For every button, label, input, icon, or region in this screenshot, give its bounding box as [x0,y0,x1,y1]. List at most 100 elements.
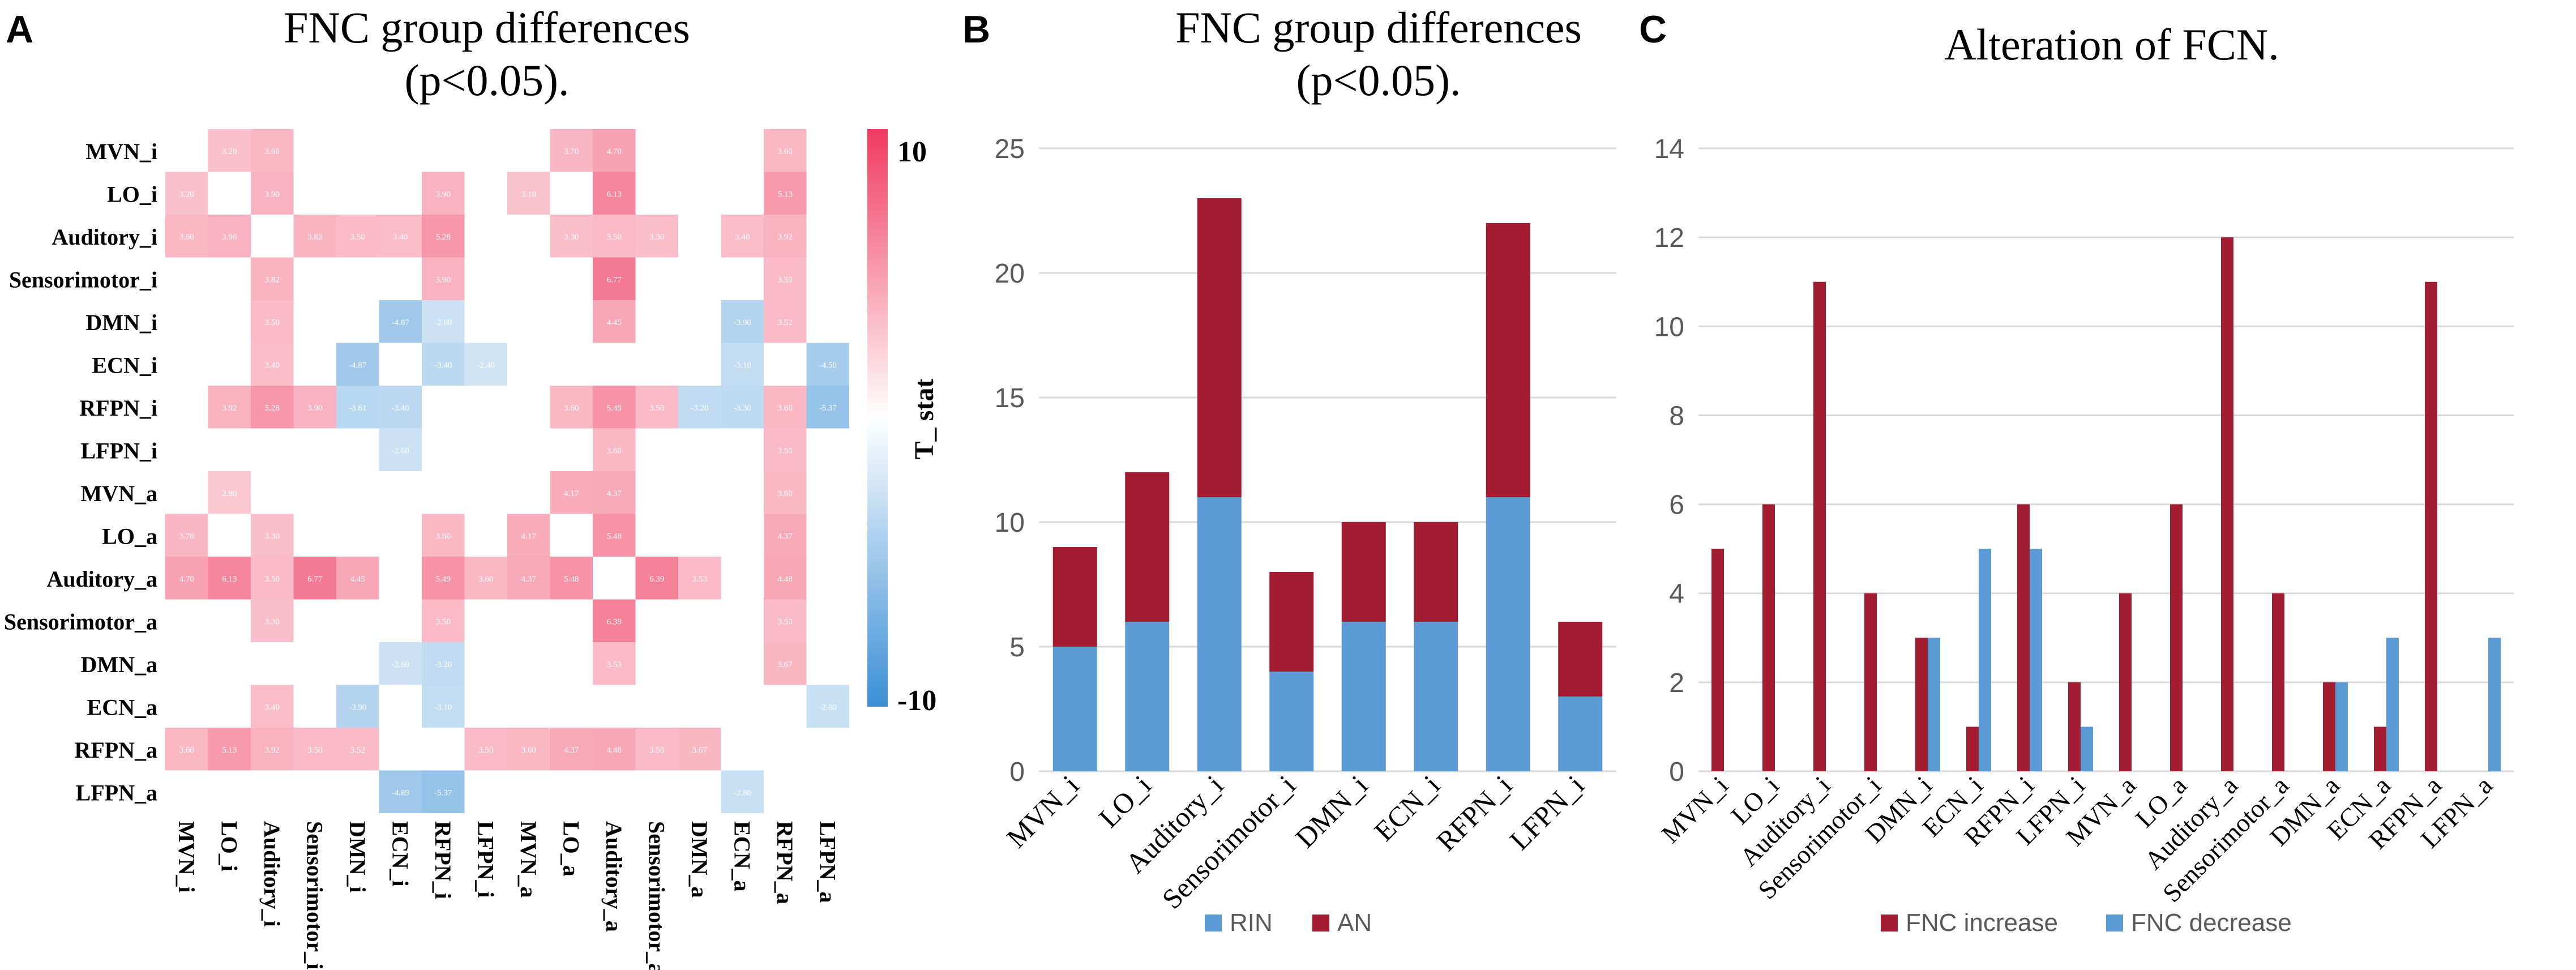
heatmap-cell-value: 3.92 [778,233,793,242]
colorbar-label: T_ stat [909,379,939,460]
bar-an-Sensorimotor_i [1269,572,1314,672]
heatmap-cell-LFPN_i-ECN_i [379,428,422,471]
bar-fnc-increase-LFPN_i [2068,682,2081,771]
heatmap-cell-value: 3.50 [265,575,280,584]
heatmap-cell-RFPN_a-Sensorimotor_a [635,728,678,771]
heatmap-cell-Sensorimotor_a-RFPN_i [422,599,465,642]
heatmap-cell-value: 4.48 [607,746,622,755]
heatmap-cell-value: -2.80 [734,788,751,797]
y-tick-label: 2 [1669,668,1684,698]
panel-b-bars [1052,198,1603,771]
heatmap-cell-value: 3.82 [307,233,322,242]
heatmap-cell-value: 4.37 [607,489,622,498]
heatmap-cell-value: -3.90 [734,318,751,327]
heatmap-col-label: LFPN_i [473,821,498,898]
panel-b-y-ticks: 0 5 10 15 20 25 [995,134,1025,787]
heatmap-cell-LO_i-RFPN_i [422,172,465,215]
heatmap-cell-value: -2.60 [434,318,452,327]
heatmap-cell-value: 4.45 [607,318,622,327]
heatmap-cell-value: 3.90 [436,275,451,284]
heatmap-cell-value: 3.40 [735,233,750,242]
heatmap-cell-value: -4.89 [392,788,409,797]
legend-swatch-an [1312,915,1329,931]
panel-c-title: Alteration of FCN. [1944,20,2279,69]
heatmap-cell-value: 3.60 [778,147,793,156]
heatmap-cell-value: -2.60 [392,660,409,669]
bar-rin-RFPN_i [1486,497,1530,771]
heatmap-col-label: LFPN_a [815,821,840,903]
bar-fnc-decrease-RFPN_i [2030,549,2042,771]
heatmap-cell-DMN_i-ECN_a [721,300,764,343]
heatmap-row-label: ECN_a [87,694,157,720]
heatmap-cell-value: -3.10 [734,361,751,370]
heatmap-cell-Auditory_i-Sensorimotor_i [293,215,336,258]
heatmap-cell-DMN_a-RFPN_a [764,642,807,685]
heatmap-cell-Auditory_a-LFPN_i [464,557,507,600]
heatmap-cell-DMN_a-RFPN_i [422,642,465,685]
y-tick-label: 25 [995,134,1025,164]
heatmap-col-labels: MVN_i LO_i Auditory_i Sensorimotor_i DMN_i EC… [174,821,841,970]
heatmap-cell-value: 4.37 [521,575,537,584]
bar-fnc-increase-RFPN_i [2017,504,2030,771]
legend-label-rin: RIN [1230,909,1273,937]
heatmap-cell-value: 3.50 [778,617,793,626]
heatmap-cell-Auditory_i-ECN_a [721,215,764,258]
heatmap-cell-Auditory_a-MVN_i [165,557,208,600]
heatmap-cell-MVN_i-RFPN_a [764,129,807,172]
heatmap-cell-RFPN_i-ECN_a [721,386,764,429]
bar-an-LO_i [1125,472,1170,622]
heatmap-cell-RFPN_a-MVN_a [507,728,550,771]
colorbar [867,129,888,707]
y-tick-label: 4 [1669,579,1684,609]
heatmap-cell-RFPN_a-LO_a [550,728,593,771]
x-tick-label: MVN_i [1656,771,1734,848]
heatmap-cell-value: 3.50 [778,446,793,455]
heatmap-cell-value: -4.87 [349,361,367,370]
heatmap-cell-value: 6.13 [607,190,622,199]
heatmap-cell-ECN_i-RFPN_i [422,343,465,386]
panel-b-letter: B [962,8,990,51]
panel-c-legend: FNC increase FNC decrease [1881,909,2292,937]
heatmap-col-label: RFPN_a [772,821,798,904]
bar-fnc-increase-Auditory_i [1813,281,1826,771]
heatmap-cell-RFPN_a-LO_i [208,728,251,771]
heatmap-cell-value: 3.90 [307,404,322,413]
heatmap-cell-value: 2.80 [222,489,237,498]
heatmap-cell-Sensorimotor_i-Auditory_i [251,257,294,300]
heatmap-cell-ECN_i-LFPN_a [806,343,849,386]
heatmap-col-label: ECN_a [729,821,755,891]
bar-fnc-increase-MVN_a [2119,593,2132,771]
heatmap-cell-MVN_i-LO_a [550,129,593,172]
bar-an-RFPN_i [1486,223,1530,497]
heatmap-cell-value: 3.30 [649,233,664,242]
heatmap-cell-value: 3.50 [265,318,280,327]
heatmap-cell-DMN_i-RFPN_a [764,300,807,343]
y-tick-label: 0 [1669,757,1684,787]
heatmap-cell-value: 3.67 [778,660,793,669]
heatmap-cell-value: 4.45 [350,575,365,584]
heatmap-cell-value: 3.50 [778,275,793,284]
colorbar-tick-max: 10 [897,136,927,168]
panel-c-bars [1711,237,2501,772]
bar-fnc-decrease-DMN_a [2335,682,2348,771]
y-tick-label: 5 [1009,633,1025,663]
heatmap-cell-Sensorimotor_i-Auditory_a [593,257,636,300]
panel-c-letter: C [1639,8,1667,51]
heatmap-row-label: RFPN_i [79,395,157,421]
heatmap-cell-value: -3.40 [434,361,452,370]
heatmap-cell-value: -3.20 [691,404,708,413]
heatmap-cell-Sensorimotor_i-RFPN_i [422,257,465,300]
heatmap-cell-Sensorimotor_i-RFPN_a [764,257,807,300]
heatmap-cell-Auditory_i-MVN_i [165,215,208,258]
heatmap-cell-value: 5.28 [436,233,451,242]
x-tick-label: RFPN_i [1430,769,1518,857]
heatmap-cell-RFPN_i-LO_a [550,386,593,429]
heatmap-cell-value: 3.82 [265,275,280,284]
heatmap-row-label: LFPN_a [76,780,157,805]
bar-fnc-increase-MVN_i [1711,549,1724,771]
heatmap-cell-MVN_i-Auditory_i [251,129,294,172]
heatmap-cell-Auditory_i-Auditory_a [593,215,636,258]
heatmap-cell-Auditory_a-RFPN_a [764,557,807,600]
panel-a: A FNC group differences (p<0.05). 3.20 3.… [4,3,939,970]
